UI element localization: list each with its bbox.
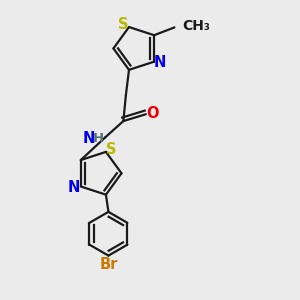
Text: O: O <box>146 106 158 121</box>
Text: S: S <box>118 17 129 32</box>
Text: S: S <box>106 142 117 157</box>
Text: CH₃: CH₃ <box>182 19 210 33</box>
Text: H: H <box>93 132 104 145</box>
Text: N: N <box>83 131 95 146</box>
Text: Br: Br <box>99 257 118 272</box>
Text: N: N <box>154 55 166 70</box>
Text: N: N <box>68 180 80 195</box>
